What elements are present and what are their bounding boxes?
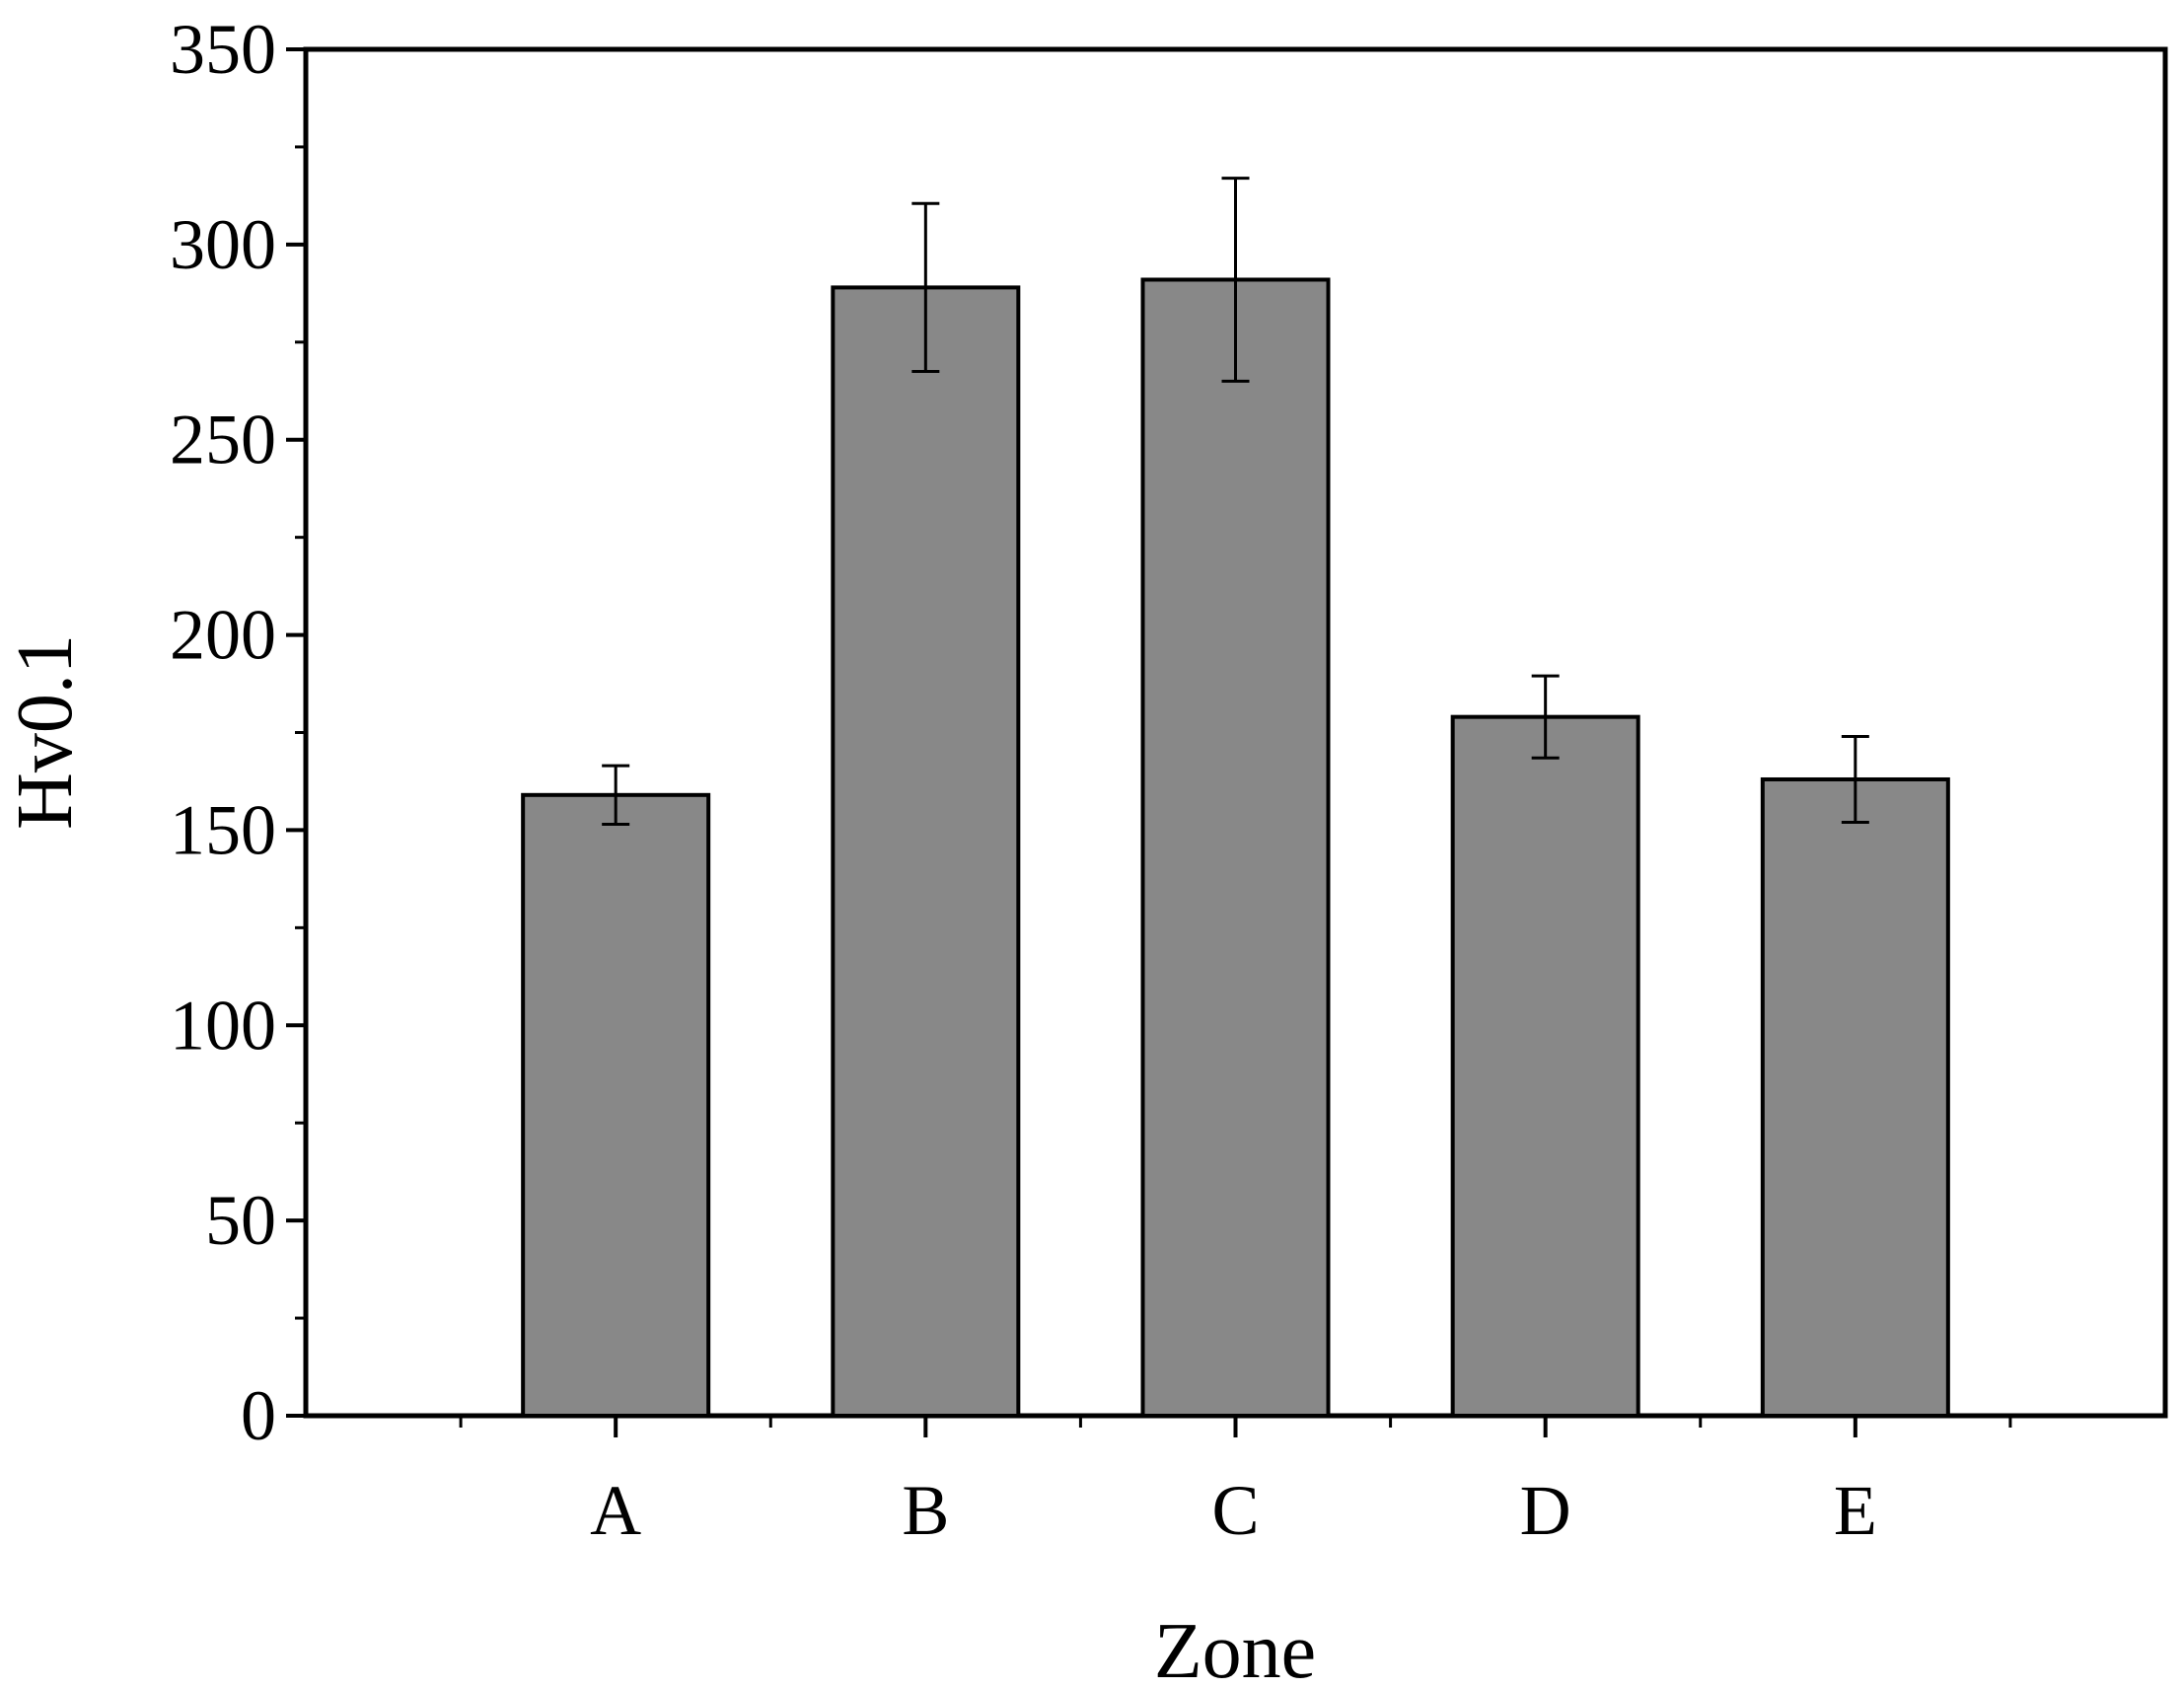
y-tick-label: 250 [170, 401, 276, 479]
y-axis-title: Hv0.1 [2, 634, 89, 830]
bars [521, 277, 1950, 1418]
error-bars [602, 177, 1869, 826]
bar-b [831, 285, 1021, 1418]
y-tick-label: 50 [205, 1181, 276, 1260]
bar-d [1450, 714, 1640, 1418]
x-tick-label: E [1834, 1471, 1877, 1550]
x-axis-title: Zone [1154, 1608, 1316, 1689]
y-tick-label: 350 [170, 10, 276, 89]
bar-a [521, 792, 711, 1418]
x-axis: A B C D E [459, 1416, 2012, 1550]
y-tick-label: 100 [170, 986, 276, 1065]
y-tick-label: 200 [170, 596, 276, 675]
x-tick-label: B [902, 1471, 949, 1550]
x-tick-label: D [1520, 1471, 1571, 1550]
bar-c [1140, 277, 1331, 1418]
y-axis: 0 50 100 150 200 250 300 350 [170, 10, 306, 1455]
y-tick-label: 300 [170, 205, 276, 284]
x-tick-label: A [590, 1471, 641, 1550]
bar-e [1760, 776, 1950, 1418]
x-tick-label: C [1211, 1471, 1259, 1550]
y-tick-label: 0 [241, 1376, 276, 1455]
y-tick-label: 150 [170, 790, 276, 869]
